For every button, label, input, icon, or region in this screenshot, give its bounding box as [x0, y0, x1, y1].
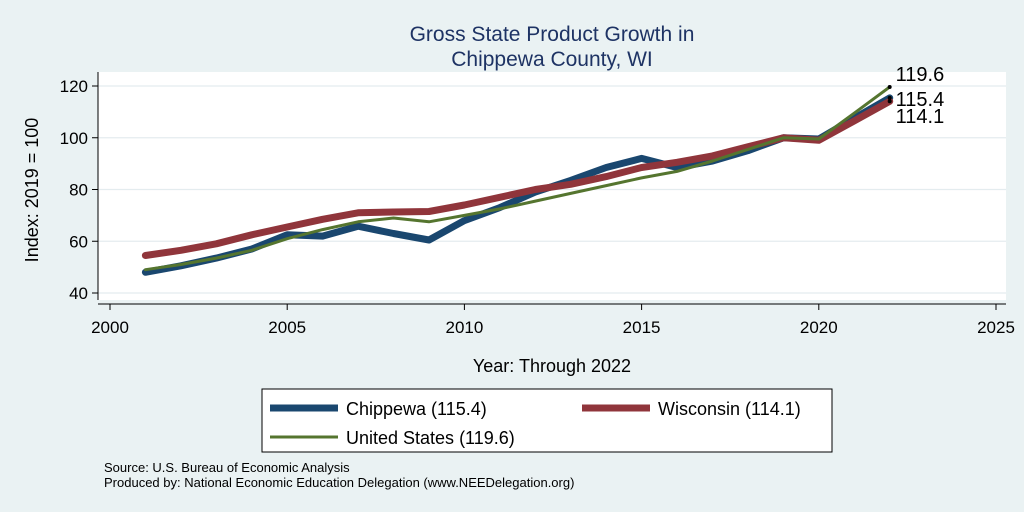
- source-note: Source: U.S. Bureau of Economic Analysis: [104, 460, 350, 475]
- legend-label-chippewa: Chippewa (115.4): [346, 399, 487, 419]
- end-label-united-states: 119.6: [896, 64, 945, 86]
- legend-box: [261, 388, 833, 453]
- x-tick-label: 2010: [445, 318, 483, 337]
- y-tick-label: 60: [69, 232, 88, 251]
- y-axis-label: Index: 2019 = 100: [22, 118, 42, 263]
- x-tick-label: 2000: [91, 318, 129, 337]
- end-label-wisconsin: 114.1: [896, 106, 945, 128]
- end-marker: [887, 95, 892, 100]
- y-tick-label: 120: [60, 77, 88, 96]
- chart-title-line1: Gross State Product Growth in: [410, 23, 695, 46]
- produced-by-note: Produced by: National Economic Education…: [104, 475, 574, 490]
- end-label-chippewa: 115.4: [896, 89, 945, 111]
- legend-label-wisconsin: Wisconsin (114.1): [658, 399, 801, 419]
- x-tick-label: 2020: [800, 318, 838, 337]
- y-tick-label: 80: [69, 181, 88, 200]
- y-tick-label: 100: [60, 129, 88, 148]
- x-tick-label: 2015: [623, 318, 661, 337]
- x-tick-label: 2005: [268, 318, 306, 337]
- y-tick-label: 40: [69, 284, 88, 303]
- axes: 40 60 80 100 120 2000 2005 2010 2015 2020 2025: [60, 72, 1015, 337]
- x-axis-label: Year: Through 2022: [473, 356, 631, 376]
- legend: Chippewa (115.4) Wisconsin (114.1) United …: [261, 388, 833, 453]
- chart-title-line2: Chippewa County, WI: [451, 48, 653, 71]
- legend-label-united-states: United States (119.6): [346, 428, 515, 448]
- series-lines: [141, 85, 894, 276]
- series-line-united-states: [143, 85, 892, 272]
- x-tick-label: 2025: [977, 318, 1015, 337]
- end-marker: [887, 85, 892, 90]
- end-marker: [887, 99, 892, 104]
